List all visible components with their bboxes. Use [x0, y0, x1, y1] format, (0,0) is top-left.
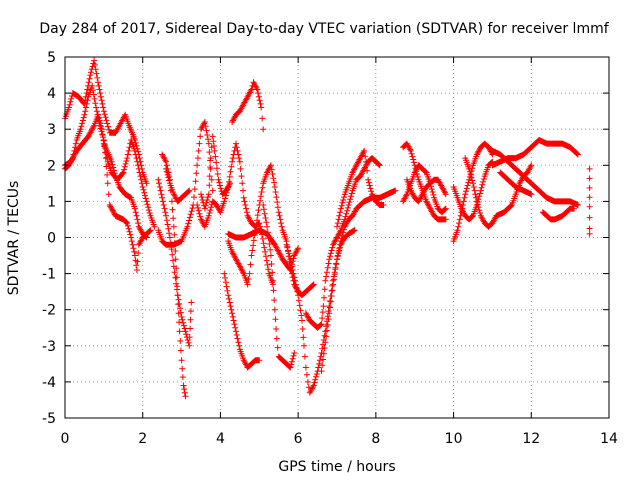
series-track-13 [229, 79, 267, 133]
series-track-27 [489, 137, 581, 169]
series-track-19 [334, 147, 387, 230]
marker-track-15 [260, 202, 298, 371]
marker-track-11 [225, 162, 317, 299]
series-track-18 [318, 187, 399, 375]
series-track-29 [539, 205, 577, 223]
y-tick-label: 5 [47, 50, 56, 66]
marker-track-4 [100, 140, 150, 241]
series-track-21 [400, 162, 449, 216]
y-tick-label: 2 [47, 158, 56, 174]
marker-track-12 [221, 270, 263, 371]
series-track-9 [198, 133, 234, 212]
marker-track-29 [539, 205, 577, 223]
marker-track-7 [155, 119, 216, 248]
y-tick-label: -5 [42, 411, 56, 427]
y-tick-label: -1 [42, 267, 56, 283]
y-tick-label: 3 [47, 122, 56, 138]
marker-track-13 [229, 79, 267, 133]
marker-track-18 [318, 187, 399, 375]
series-track-5 [159, 151, 189, 400]
marker-track-20 [400, 140, 449, 223]
marker-track-24 [450, 158, 496, 223]
series-track-11 [225, 162, 317, 299]
series-track-20 [400, 140, 449, 223]
series-track-24 [450, 158, 496, 223]
marker-track-26 [485, 144, 581, 208]
marker-track-30 [586, 165, 593, 237]
grid [65, 57, 609, 418]
series-track-15 [260, 202, 298, 371]
x-tick-label: 14 [600, 431, 618, 447]
marker-track-19 [334, 147, 387, 230]
series-track-8 [163, 165, 193, 205]
marker-track-21 [400, 162, 449, 216]
x-tick-label: 2 [138, 431, 147, 447]
marker-track-28 [497, 169, 535, 198]
series-track-28 [497, 169, 535, 198]
y-tick-label: 1 [47, 194, 56, 210]
y-axis-label: SDTVAR / TECUs [6, 181, 22, 296]
x-tick-label: 0 [61, 431, 70, 447]
x-tick-label: 8 [371, 431, 380, 447]
x-axis-label: GPS time / hours [278, 459, 395, 475]
series-track-30 [586, 165, 593, 237]
series-track-22 [403, 176, 449, 205]
series-track-4 [100, 140, 150, 241]
marker-track-27 [489, 137, 581, 169]
y-tick-label: -4 [42, 375, 56, 391]
chart-title: Day 284 of 2017, Sidereal Day-to-day VTE… [39, 21, 609, 37]
series-track-6 [155, 176, 195, 349]
series-track-7 [155, 119, 216, 248]
x-tick-label: 12 [522, 431, 540, 447]
series-track-26 [485, 144, 581, 208]
y-tick-label: -2 [42, 303, 56, 319]
data-markers [62, 57, 593, 400]
x-tick-label: 10 [445, 431, 463, 447]
x-tick-label: 4 [216, 431, 225, 447]
x-tick-label: 6 [294, 431, 303, 447]
marker-track-17 [302, 155, 383, 331]
marker-track-22 [403, 176, 449, 205]
marker-track-9 [198, 133, 234, 212]
marker-track-8 [163, 165, 193, 205]
y-tick-label: 0 [47, 231, 56, 247]
marker-track-6 [155, 176, 195, 349]
marker-track-5 [159, 151, 189, 400]
y-tick-label: 4 [47, 86, 56, 102]
series-track-12 [221, 270, 263, 371]
series-track-17 [302, 155, 383, 331]
y-tick-label: -3 [42, 339, 56, 355]
